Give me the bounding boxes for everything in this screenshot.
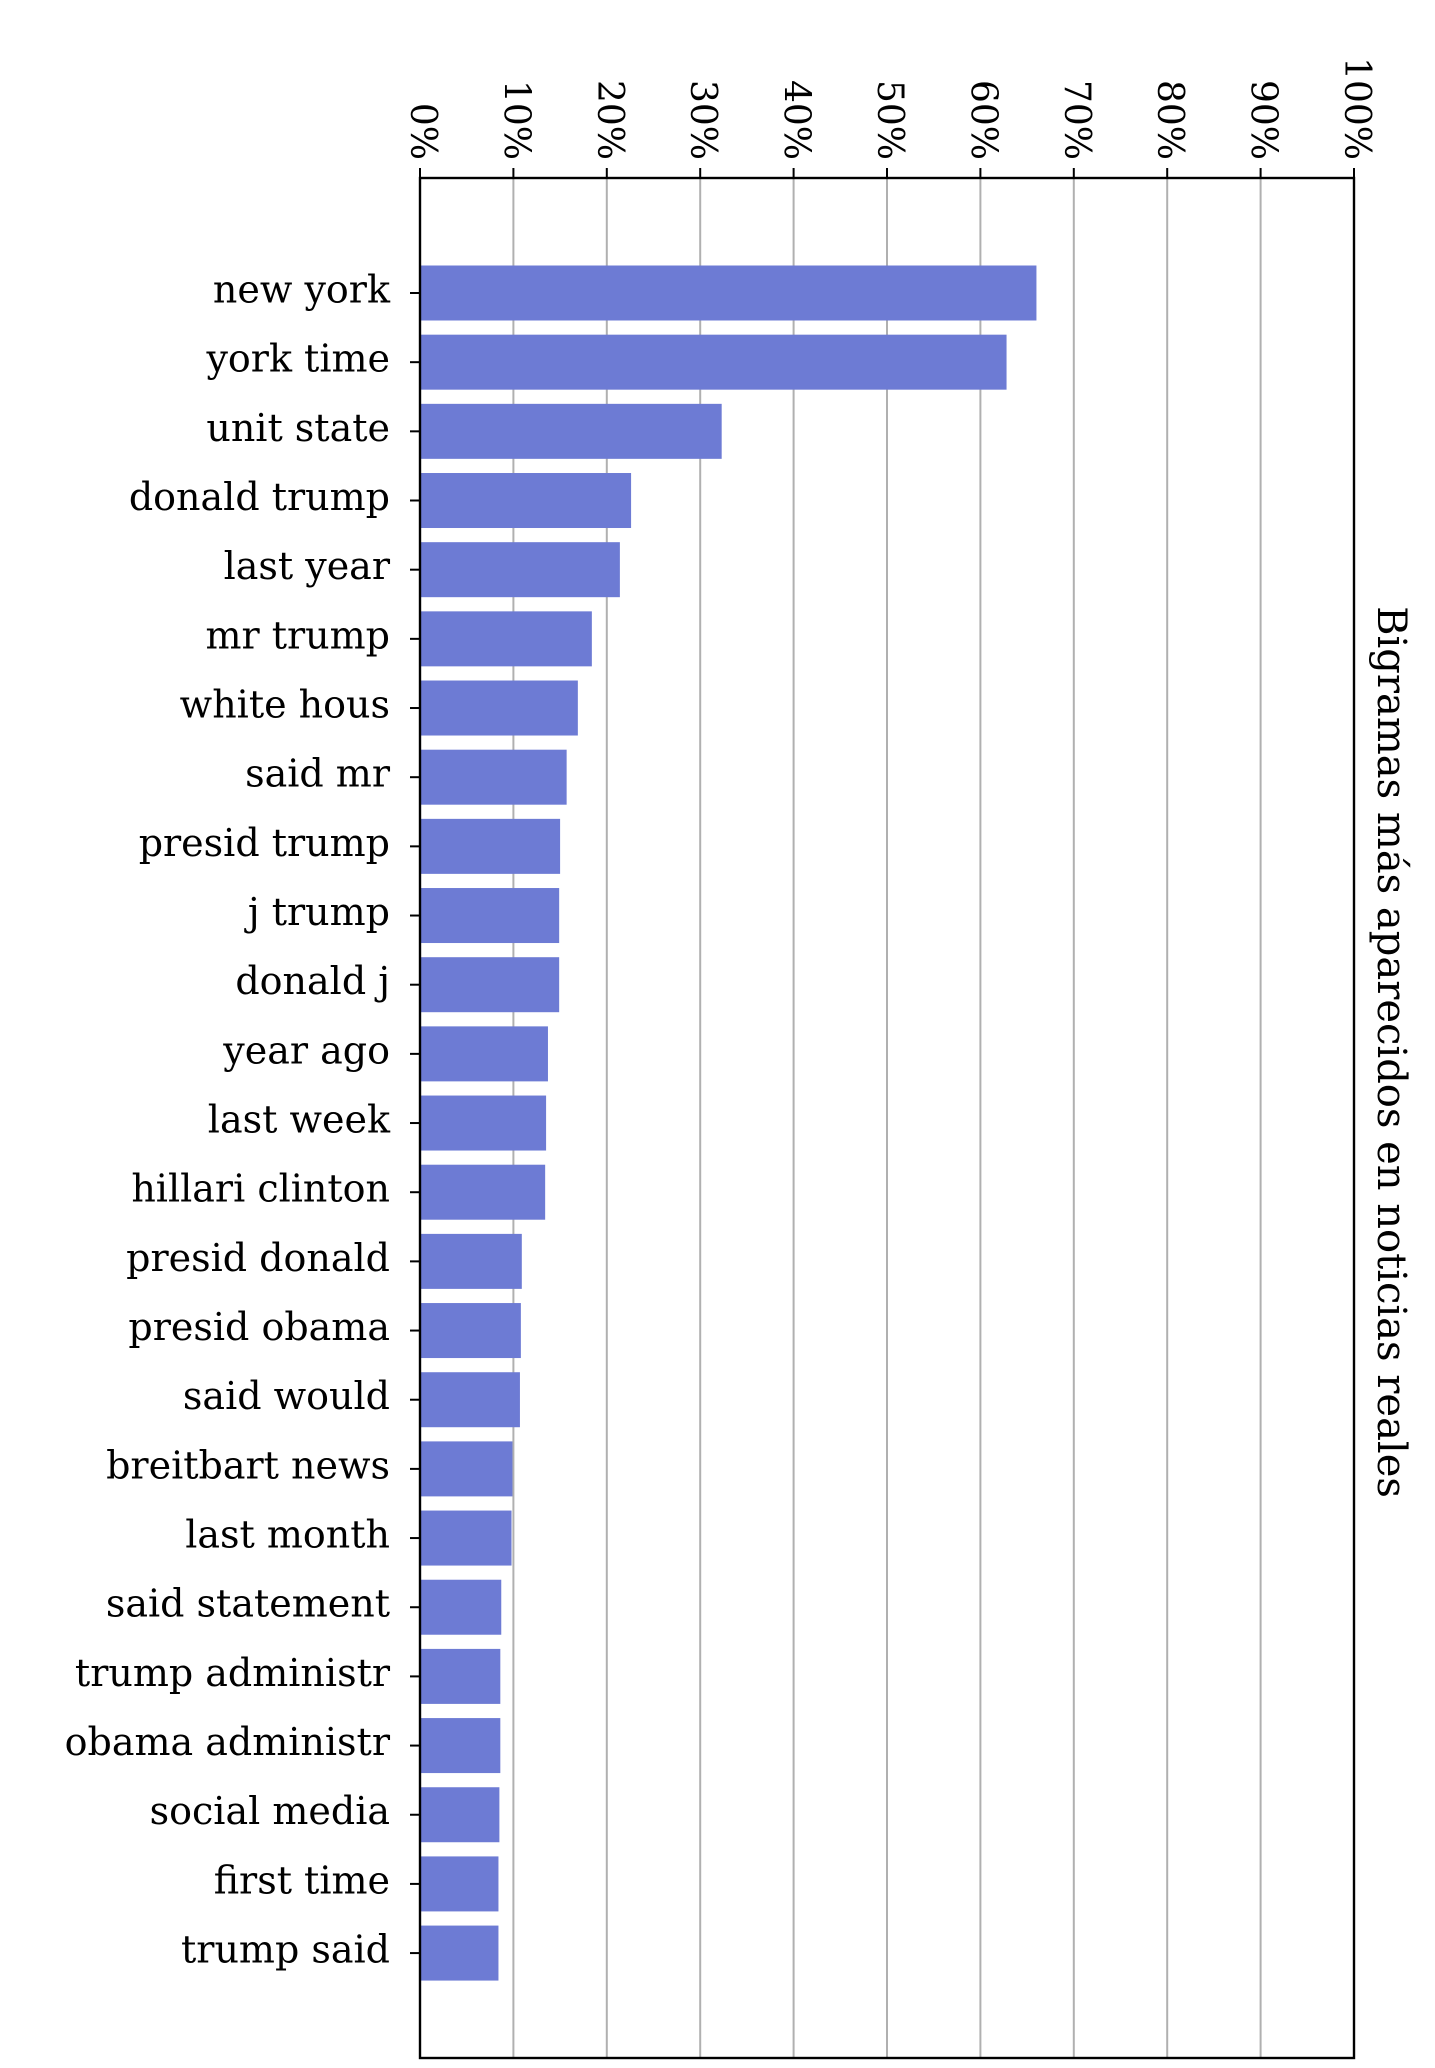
axes	[410, 168, 1356, 2060]
bar	[420, 1164, 546, 1220]
x-tick-label: 0%	[402, 103, 443, 160]
category-label: last week	[208, 1098, 391, 1142]
bar	[420, 334, 1007, 390]
category-label: trump said	[181, 1928, 390, 1972]
category-label: said would	[183, 1374, 390, 1418]
category-label: new york	[213, 268, 391, 312]
bar	[420, 1303, 521, 1359]
x-tick-label: 60%	[962, 80, 1003, 160]
axis-title: Bigramas más aparecidos en noticias real…	[1368, 606, 1414, 1498]
bar	[420, 1648, 501, 1704]
bar	[420, 1095, 547, 1151]
category-label: said mr	[245, 752, 391, 796]
category-labels: new york york time unit state donald trump l…	[65, 268, 391, 1972]
bar	[420, 1372, 520, 1428]
category-label: mr trump	[205, 613, 390, 657]
bar	[420, 888, 560, 944]
bar	[420, 680, 578, 736]
category-label: last month	[185, 1513, 390, 1557]
category-label: social media	[150, 1789, 390, 1833]
bar	[420, 542, 620, 598]
x-tick-label: 40%	[776, 80, 817, 160]
bar	[420, 818, 561, 874]
category-label: said statement	[106, 1582, 390, 1626]
category-label: unit state	[206, 406, 390, 450]
x-tick-label: 100%	[1336, 57, 1377, 160]
category-label: hillari clinton	[131, 1167, 390, 1211]
bar	[420, 1579, 502, 1635]
category-label: presid obama	[128, 1305, 390, 1349]
bar	[420, 1510, 512, 1566]
bar	[420, 1925, 499, 1981]
x-tick-label: 20%	[589, 80, 630, 160]
category-label: first time	[214, 1858, 390, 1902]
category-label: presid donald	[126, 1236, 390, 1280]
category-label: presid trump	[139, 821, 390, 865]
x-tick-label: 10%	[495, 80, 536, 160]
bar	[420, 403, 722, 459]
category-label: year ago	[222, 1028, 390, 1072]
category-label: j trump	[244, 890, 390, 934]
category-label: trump administr	[75, 1651, 391, 1695]
category-label: obama administr	[65, 1720, 391, 1764]
bars	[420, 265, 1037, 1981]
bar	[420, 1233, 522, 1289]
x-tick-labels: 0% 10% 20% 30% 40% 50% 60% 70% 80% 90% 100%	[402, 57, 1377, 160]
bar	[420, 265, 1037, 321]
gridlines	[419, 178, 1355, 2058]
category-label: breitbart news	[106, 1443, 390, 1487]
x-tick-label: 70%	[1056, 80, 1097, 160]
bar	[420, 473, 632, 529]
x-tick-label: 30%	[682, 80, 723, 160]
bar	[420, 1441, 513, 1497]
bar	[420, 1787, 500, 1843]
category-label: last year	[224, 544, 391, 588]
x-tick-label: 50%	[869, 80, 910, 160]
bar	[420, 749, 567, 805]
bar	[420, 611, 592, 667]
bar	[420, 957, 560, 1013]
category-label: donald trump	[129, 475, 390, 519]
bar	[420, 1856, 499, 1912]
x-tick-label: 80%	[1149, 80, 1190, 160]
bar	[420, 1026, 548, 1082]
category-label: white hous	[180, 683, 390, 727]
category-label: donald j	[235, 959, 390, 1003]
category-label: york time	[205, 337, 390, 381]
x-tick-label: 90%	[1243, 80, 1284, 160]
bar	[420, 1718, 501, 1774]
plot-frame	[418, 176, 1356, 2060]
